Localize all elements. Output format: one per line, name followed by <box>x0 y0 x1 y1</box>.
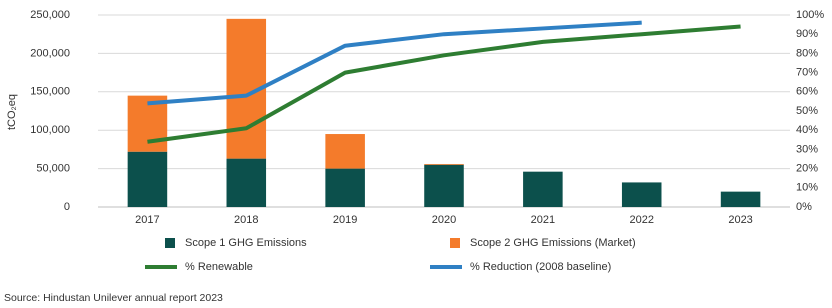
y-axis-label: tCO₂eq <box>6 94 18 130</box>
legend-label: Scope 2 GHG Emissions (Market) <box>470 237 636 249</box>
line <box>147 24 741 144</box>
bar <box>226 158 267 207</box>
x-tick-label: 2017 <box>135 214 159 226</box>
y-tick-label: 50,000 <box>36 163 70 175</box>
y-tick-label: 0 <box>64 201 70 213</box>
x-tick-label: 2020 <box>432 214 456 226</box>
y2-tick-label: 20% <box>796 163 818 175</box>
y-tick-label: 100,000 <box>30 124 70 136</box>
y2-tick-label: 40% <box>796 124 818 136</box>
bar <box>720 191 761 207</box>
legend-label: % Reduction (2008 baseline) <box>470 261 611 273</box>
bar <box>424 164 464 207</box>
bar <box>127 95 168 152</box>
line <box>147 20 642 106</box>
legend-label: Scope 1 GHG Emissions <box>185 237 307 249</box>
y2-tick-label: 50% <box>796 105 818 117</box>
legend-swatch <box>450 238 460 248</box>
x-tick-label: 2021 <box>531 214 555 226</box>
bar <box>325 168 365 207</box>
x-tick-label: 2023 <box>728 214 752 226</box>
source-note: Source: Hindustan Unilever annual report… <box>4 292 223 304</box>
y2-tick-label: 0% <box>796 201 812 213</box>
x-tick-label: 2019 <box>333 214 357 226</box>
bar <box>127 151 168 207</box>
y2-tick-label: 10% <box>796 182 818 194</box>
y-tick-label: 250,000 <box>30 9 70 21</box>
x-tick-label: 2018 <box>234 214 258 226</box>
legend-swatch <box>165 238 175 248</box>
y2-tick-label: 30% <box>796 143 818 155</box>
y-tick-label: 200,000 <box>30 47 70 59</box>
x-tick-label: 2022 <box>629 214 653 226</box>
bar <box>325 134 365 169</box>
y-tick-label: 150,000 <box>30 86 70 98</box>
y2-tick-label: 60% <box>796 86 818 98</box>
bar <box>523 171 563 207</box>
y2-tick-label: 70% <box>796 67 818 79</box>
y2-tick-label: 100% <box>796 9 824 21</box>
y2-tick-label: 80% <box>796 47 818 59</box>
y2-tick-label: 90% <box>796 28 818 40</box>
bar <box>621 182 662 207</box>
legend-label: % Renewable <box>185 261 253 273</box>
bar <box>424 163 464 165</box>
